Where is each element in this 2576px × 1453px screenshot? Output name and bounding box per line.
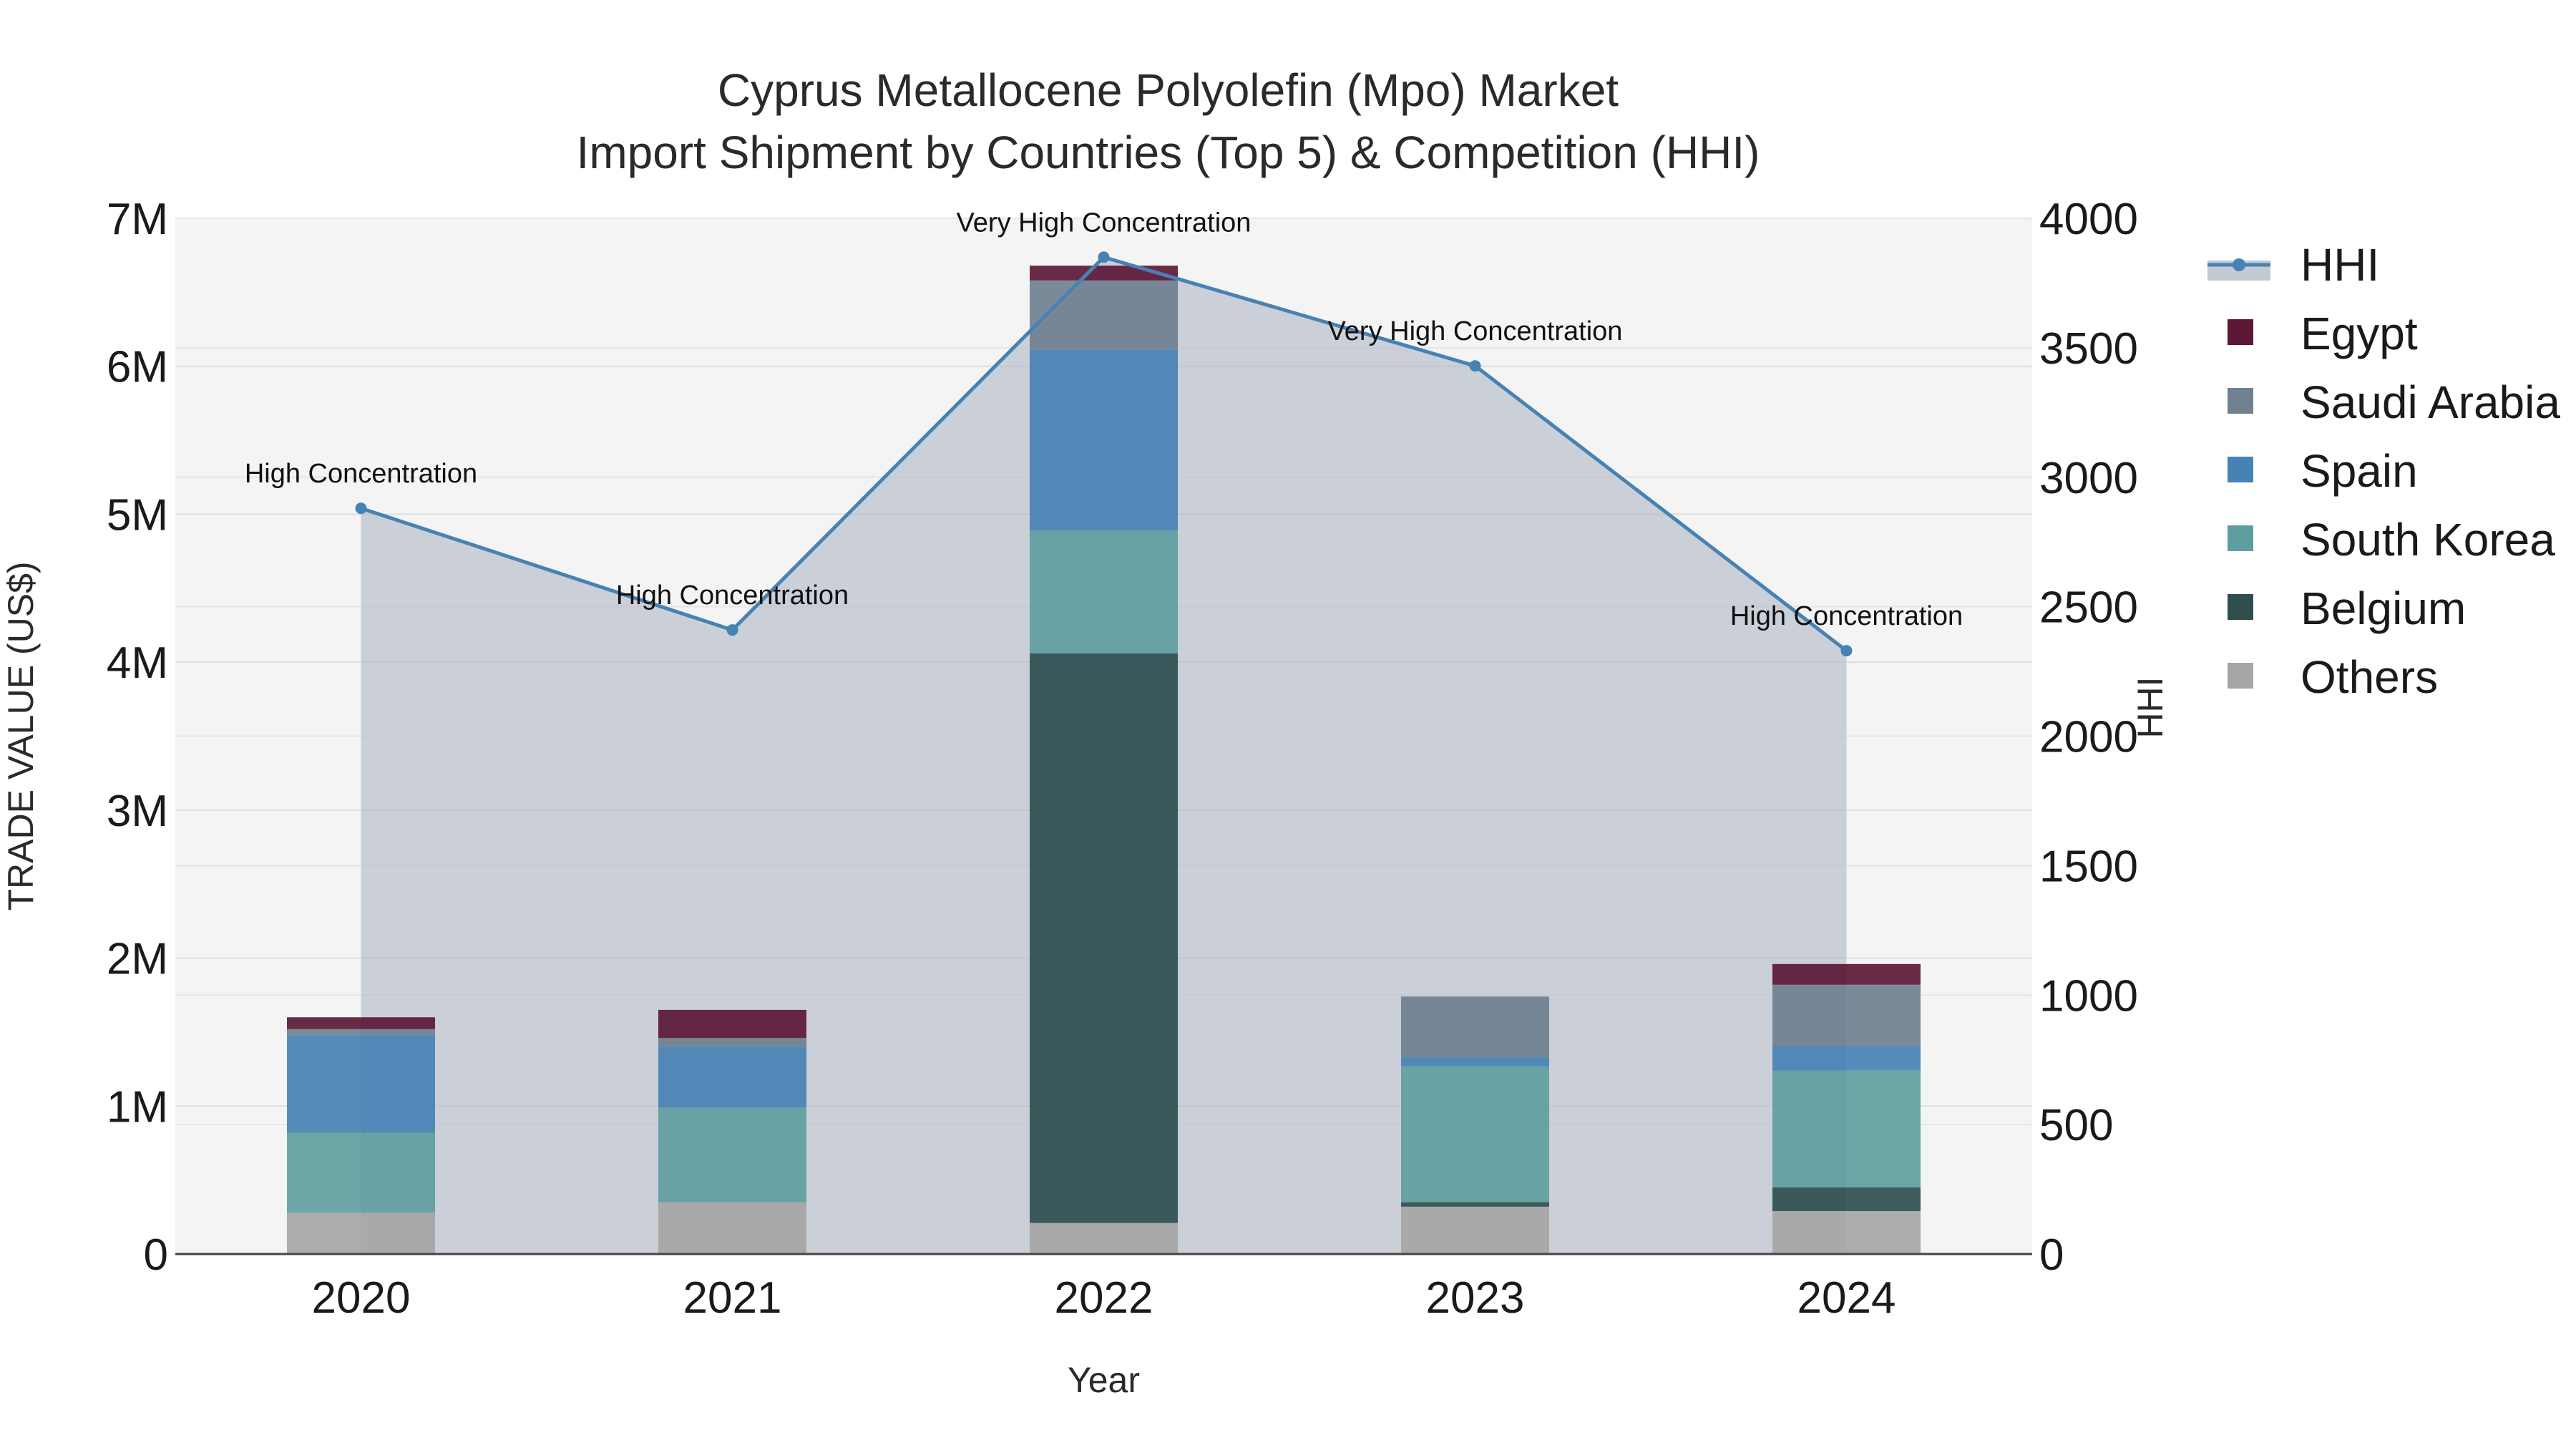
- y-axis-label: TRADE VALUE (US$): [1, 561, 41, 910]
- bar-south-korea-2021: [658, 1107, 806, 1202]
- y2-tick-label-8: 4000: [2039, 195, 2138, 244]
- legend-swatch: [2228, 663, 2253, 689]
- x-tick-label-2021: 2021: [683, 1273, 782, 1323]
- legend-swatch-hhi-marker: [2233, 258, 2245, 271]
- x-tick-label-2024: 2024: [1797, 1273, 1896, 1323]
- bar-egypt-2024: [1772, 963, 1921, 985]
- bar-spain-2021: [658, 1046, 806, 1108]
- y2-tick-label-6: 3000: [2039, 454, 2138, 503]
- x-tick-label-2022: 2022: [1055, 1273, 1153, 1323]
- bar-stack-2023: [1401, 996, 1549, 1254]
- bar-spain-2023: [1401, 1057, 1549, 1066]
- chart-title-line-2: Import Shipment by Countries (Top 5) & C…: [577, 127, 1760, 178]
- bar-spain-2024: [1772, 1045, 1921, 1071]
- legend: HHI Egypt Saudi Arabia Spain South Korea Belg…: [2207, 239, 2560, 703]
- chart-title-line-1: Cyprus Metallocene Polyolefin (Mpo) Mark…: [718, 64, 1619, 116]
- legend-label: HHI: [2301, 239, 2379, 291]
- legend-label: Others: [2301, 651, 2438, 703]
- hhi-point-2020: [355, 502, 367, 515]
- bar-egypt-2020: [287, 1017, 435, 1029]
- axes: 0 1M 2M 3M 4M 5M 6M 7M 0 500 1000 1500 2000 2500 3000 3…: [107, 195, 2138, 1323]
- bar-saudi-arabia-2023: [1401, 996, 1549, 1058]
- x-tick-label-2023: 2023: [1426, 1273, 1525, 1323]
- bar-others-2020: [287, 1213, 435, 1254]
- y2-tick-label-5: 2500: [2039, 583, 2138, 633]
- legend-item-egypt: Egypt: [2228, 308, 2418, 359]
- hhi-label-2021: High Concentration: [616, 580, 849, 611]
- hhi-point-2021: [726, 624, 738, 636]
- bar-spain-2020: [287, 1035, 435, 1133]
- bar-stack-2021: [658, 1009, 806, 1254]
- hhi-point-2023: [1469, 360, 1481, 372]
- legend-swatch: [2228, 594, 2253, 620]
- y-tick-label-0: 0: [144, 1230, 168, 1280]
- bar-south-korea-2022: [1030, 530, 1178, 653]
- x-tick-label-2020: 2020: [312, 1273, 411, 1323]
- bar-stack-2020: [287, 1017, 435, 1254]
- y-tick-label-6: 6M: [107, 343, 168, 392]
- y2-tick-label-1: 500: [2039, 1101, 2113, 1150]
- bar-south-korea-2020: [287, 1132, 435, 1213]
- legend-label: South Korea: [2301, 514, 2555, 565]
- bar-south-korea-2024: [1772, 1070, 1921, 1187]
- legend-label: Spain: [2301, 445, 2418, 497]
- legend-item-belgium: Belgium: [2228, 583, 2466, 634]
- bar-spain-2022: [1030, 349, 1178, 531]
- y-tick-label-4: 4M: [107, 638, 168, 688]
- legend-swatch: [2228, 525, 2253, 551]
- hhi-label-2023: Very High Concentration: [1328, 316, 1623, 346]
- hhi-point-2022: [1098, 251, 1110, 263]
- y2-tick-label-4: 2000: [2039, 713, 2138, 762]
- bar-others-2024: [1772, 1211, 1921, 1254]
- legend-label: Egypt: [2301, 308, 2418, 359]
- bar-saudi-arabia-2021: [658, 1038, 806, 1047]
- bar-belgium-2024: [1772, 1187, 1921, 1212]
- bar-others-2022: [1030, 1223, 1178, 1254]
- y2-tick-label-3: 1500: [2039, 842, 2138, 891]
- bar-egypt-2021: [658, 1009, 806, 1039]
- y2-tick-label-7: 3500: [2039, 324, 2138, 374]
- hhi-label-2024: High Concentration: [1730, 601, 1963, 631]
- bar-south-korea-2023: [1401, 1066, 1549, 1202]
- legend-swatch: [2228, 457, 2253, 482]
- bar-saudi-arabia-2020: [287, 1029, 435, 1036]
- y-tick-label-3: 3M: [107, 787, 168, 836]
- hhi-point-2024: [1840, 645, 1853, 657]
- legend-item-others: Others: [2228, 651, 2438, 703]
- legend-item-spain: Spain: [2228, 445, 2418, 497]
- legend-swatch: [2228, 388, 2253, 414]
- bar-stack-2024: [1772, 963, 1921, 1254]
- hhi-label-2022: Very High Concentration: [957, 208, 1252, 238]
- bar-others-2023: [1401, 1206, 1549, 1254]
- legend-label: Saudi Arabia: [2301, 376, 2560, 428]
- x-axis-label: Year: [1068, 1360, 1140, 1400]
- y2-tick-label-0: 0: [2039, 1230, 2064, 1280]
- hhi-line-layer: High Concentration High Concentration Very…: [245, 208, 1963, 657]
- y2-tick-label-2: 1000: [2039, 971, 2138, 1021]
- legend-item-hhi: HHI: [2207, 239, 2379, 291]
- y-tick-label-7: 7M: [107, 195, 168, 244]
- legend-item-south-korea: South Korea: [2228, 514, 2555, 565]
- y-tick-label-5: 5M: [107, 490, 168, 540]
- bar-saudi-arabia-2022: [1030, 280, 1178, 350]
- bar-belgium-2022: [1030, 653, 1178, 1223]
- legend-item-saudi-arabia: Saudi Arabia: [2228, 376, 2560, 428]
- bar-stack-2022: [1030, 266, 1178, 1254]
- legend-label: Belgium: [2301, 583, 2466, 634]
- y-tick-label-2: 2M: [107, 935, 168, 984]
- legend-swatch: [2228, 319, 2253, 345]
- y-tick-label-1: 1M: [107, 1082, 168, 1132]
- bar-belgium-2023: [1401, 1202, 1549, 1207]
- bar-saudi-arabia-2024: [1772, 984, 1921, 1046]
- bar-layer: [287, 266, 1921, 1254]
- hhi-label-2020: High Concentration: [245, 459, 477, 489]
- bar-others-2021: [658, 1202, 806, 1254]
- y2-axis-label: HHI: [2130, 676, 2170, 738]
